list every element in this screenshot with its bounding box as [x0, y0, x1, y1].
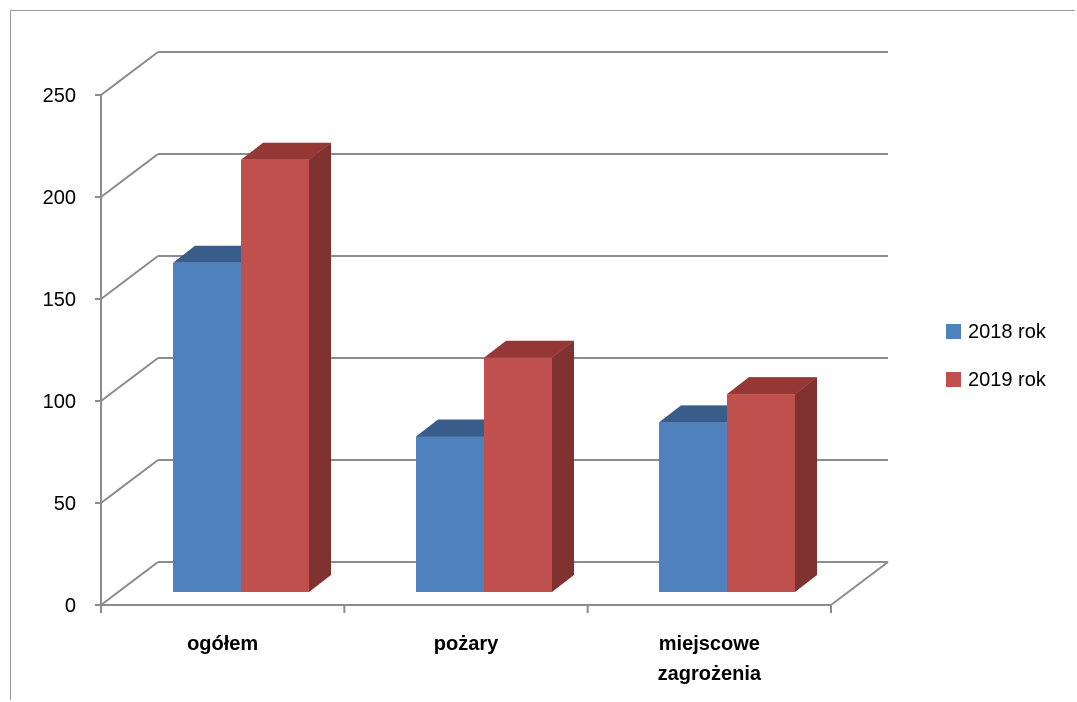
bar-top [484, 340, 574, 358]
bar [484, 357, 552, 592]
side-wall-gridline [100, 51, 159, 96]
bar-top [173, 245, 263, 263]
y-tick-label: 0 [65, 595, 76, 617]
bar [241, 159, 309, 592]
bar [659, 422, 727, 592]
bar-top [241, 142, 331, 160]
bar-side [552, 340, 574, 592]
y-tick-label: 100 [43, 391, 76, 413]
legend-label: 2018 rok [968, 321, 1047, 343]
side-wall-gridline [100, 357, 159, 402]
bar-side [309, 142, 331, 592]
bar [416, 436, 484, 592]
legend-swatch [946, 324, 961, 339]
x-tick-label: pożary [434, 633, 499, 655]
x-tick-label: miejscowe zagrożenia [658, 633, 762, 685]
bar-top [659, 405, 749, 423]
legend-label: 2019 rok [968, 369, 1047, 391]
y-tick-label: 200 [43, 187, 76, 209]
side-wall-gridline [100, 153, 159, 198]
bar [727, 394, 795, 592]
bar-side [795, 377, 817, 592]
bar-top [416, 419, 506, 437]
side-wall-gridline [100, 255, 159, 300]
bar-top [727, 377, 817, 395]
side-wall-gridline [100, 561, 159, 606]
floor-edge [830, 561, 889, 606]
chart-frame [10, 10, 1075, 700]
legend-swatch [946, 372, 961, 387]
y-tick-label: 150 [43, 289, 76, 311]
side-wall-gridline [100, 459, 159, 504]
x-tick-label: ogółem [187, 633, 258, 655]
y-tick-label: 50 [54, 493, 76, 515]
y-tick-label: 250 [43, 85, 76, 107]
bar [173, 262, 241, 592]
